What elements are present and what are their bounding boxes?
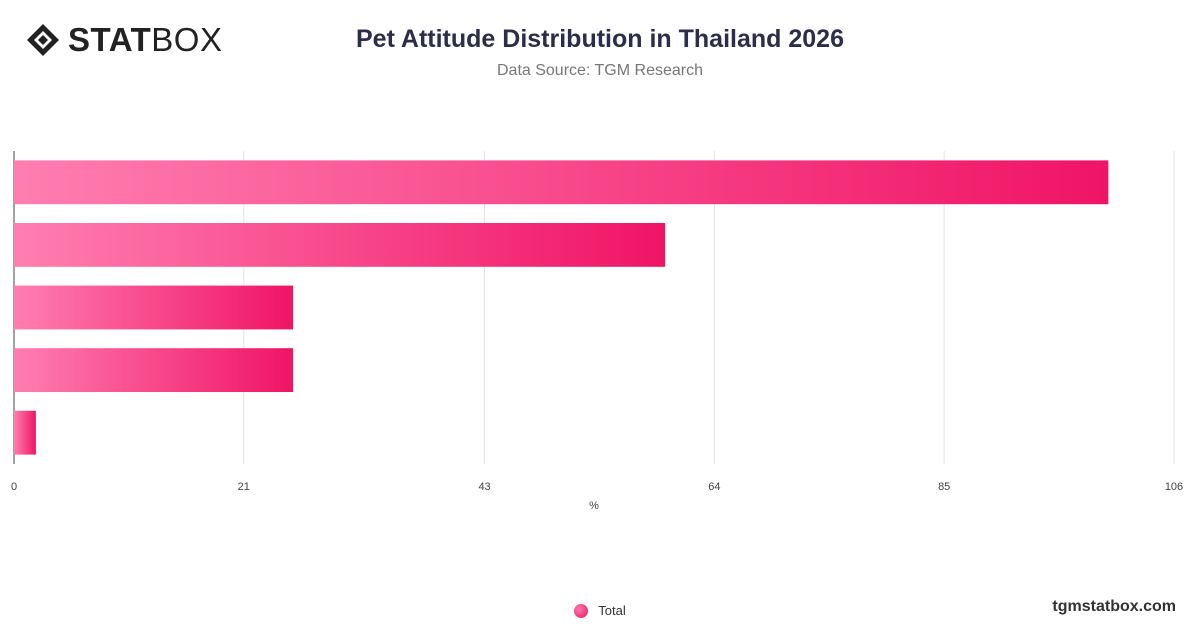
x-tick-label: 21: [238, 481, 250, 493]
x-axis-label: %: [589, 500, 599, 512]
bar[interactable]: [14, 348, 294, 393]
logo-text-light: BOX: [151, 21, 223, 58]
x-tick-label: 0: [11, 481, 17, 493]
bar[interactable]: [14, 285, 294, 330]
logo-text: STATBOX: [68, 22, 222, 58]
legend-label: Total: [598, 603, 626, 618]
x-tick-label: 64: [708, 481, 720, 493]
watermark: tgmstatbox.com: [1052, 598, 1176, 615]
bar-chart: 0 21 43 64 85 106%: [11, 151, 1183, 512]
logo-text-bold: STAT: [68, 21, 152, 58]
chart-subtitle: Data Source: TGM Research: [496, 62, 703, 79]
legend-swatch: [574, 603, 589, 618]
legend[interactable]: Total: [0, 603, 1200, 618]
statbox-diamond-icon: [27, 24, 59, 56]
x-tick-label: 43: [478, 481, 490, 493]
chart-title: Pet Attitude Distribution in Thailand 20…: [355, 25, 844, 53]
bar[interactable]: [14, 222, 666, 267]
bar[interactable]: [14, 410, 36, 455]
statbox-logo: STATBOX: [26, 22, 222, 58]
bar[interactable]: [14, 160, 1109, 205]
x-tick-label: 85: [938, 481, 950, 493]
x-tick-label: 106: [1165, 481, 1183, 493]
